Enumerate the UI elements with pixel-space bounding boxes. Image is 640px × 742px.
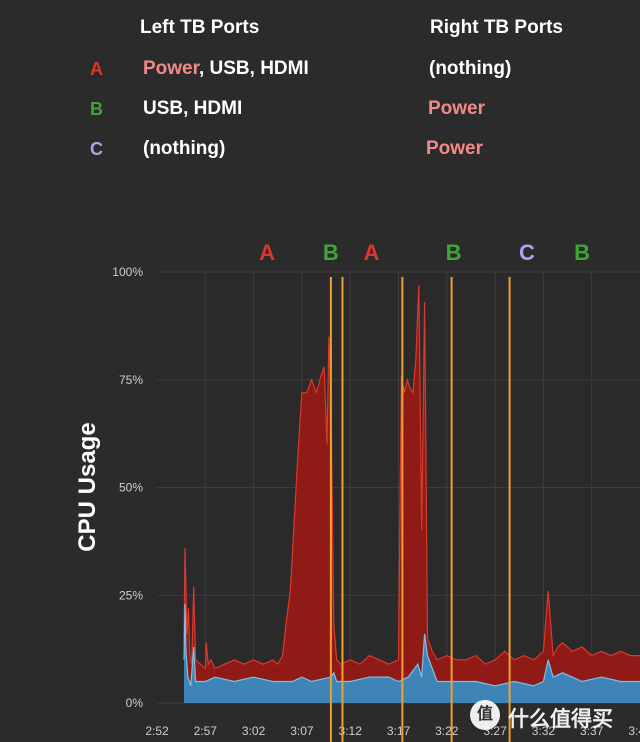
config-c-right-ports: Power xyxy=(426,138,484,159)
baseline-cpu-area xyxy=(184,603,640,703)
config-c-left-ports: (nothing) xyxy=(143,138,226,159)
x-tick-label: 3:32 xyxy=(532,724,556,738)
watermark-text: 什么值得买 xyxy=(508,708,613,731)
x-tick-label: 3:02 xyxy=(242,724,266,738)
x-tick-label: 3:22 xyxy=(435,724,459,738)
left-ports-header: Left TB Ports xyxy=(140,17,260,38)
config-a-left-ports: Power, USB, HDMI xyxy=(143,58,309,80)
baseline-cpu-line xyxy=(183,603,640,687)
y-tick-label: 100% xyxy=(112,265,143,279)
config-a-left-rest: , USB, HDMI xyxy=(198,58,309,79)
x-tick-label: 3:07 xyxy=(290,724,314,738)
x-tick-label: 3:12 xyxy=(339,724,363,738)
y-tick-label: 50% xyxy=(119,481,143,495)
watermark: 值 什么值得买 xyxy=(470,698,630,734)
x-tick-label: 3:17 xyxy=(387,724,411,738)
config-a-letter: A xyxy=(90,59,103,79)
config-annotation: C xyxy=(519,240,535,265)
x-tick-label: 3:42 xyxy=(628,724,640,738)
config-c-letter: C xyxy=(90,139,103,159)
legend: Left TB Ports Right TB Ports A Power, US… xyxy=(0,0,640,200)
y-tick-label: 75% xyxy=(119,373,143,387)
x-tick-label: 2:52 xyxy=(145,724,169,738)
x-tick-label: 2:57 xyxy=(194,724,218,738)
x-tick-label: 3:37 xyxy=(580,724,604,738)
total-cpu-line xyxy=(183,284,640,670)
watermark-logo-icon: 值 xyxy=(470,700,500,730)
right-ports-header: Right TB Ports xyxy=(430,17,563,38)
config-annotation: B xyxy=(323,240,339,265)
y-tick-label: 25% xyxy=(119,588,143,602)
y-tick-label: 0% xyxy=(126,696,144,710)
config-a-power-label: Power xyxy=(143,58,199,79)
config-b-right-ports: Power xyxy=(428,98,486,119)
config-annotation: B xyxy=(446,240,462,265)
config-b-left-ports: USB, HDMI xyxy=(143,98,243,119)
config-annotation: A xyxy=(364,240,380,265)
config-annotation: A xyxy=(259,240,275,265)
config-a-right-ports: (nothing) xyxy=(429,58,512,79)
y-axis-label: CPU Usage xyxy=(74,422,101,551)
config-b-letter: B xyxy=(90,99,103,119)
total-cpu-area xyxy=(184,284,640,703)
config-annotation: B xyxy=(574,240,590,265)
